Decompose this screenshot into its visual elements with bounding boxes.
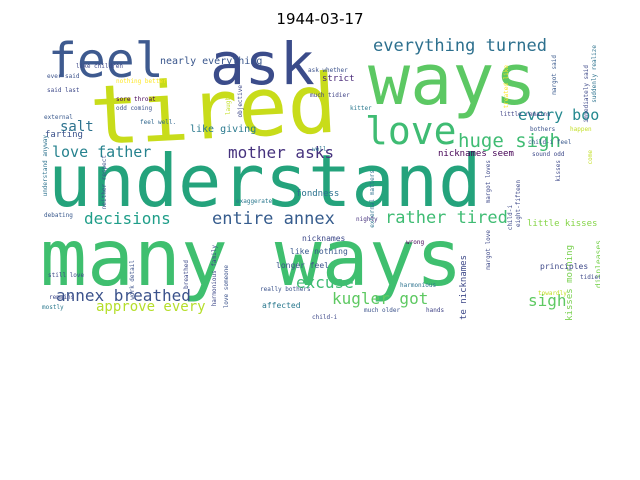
word-huge-sigh: huge sigh bbox=[458, 130, 561, 152]
word-suddenly-realize: suddenly realize bbox=[591, 45, 598, 103]
word-principles: principles bbox=[540, 262, 589, 271]
word-decisions: decisions bbox=[84, 209, 171, 228]
word-happen: happen bbox=[570, 126, 592, 133]
word-much-older: much older bbox=[364, 307, 401, 314]
word-understand: understand bbox=[48, 139, 482, 223]
word-ever-said: ever said bbox=[47, 73, 80, 80]
word-treated-like: treated like bbox=[503, 65, 510, 109]
word-love-someone: love someone bbox=[223, 265, 230, 309]
word-farting: farting bbox=[45, 130, 83, 140]
word-ask-whether: ask whether bbox=[308, 67, 348, 74]
word-like-nothing: like nothing bbox=[290, 247, 348, 256]
word-sore-throat: sore throat bbox=[116, 96, 156, 103]
word-mostly: mostly bbox=[42, 304, 64, 311]
word-debating: debating bbox=[44, 212, 73, 219]
word-ways: ways bbox=[368, 39, 537, 121]
word-little-kisses: little kisses bbox=[527, 219, 598, 229]
word-nicknames-seem: nicknames seem bbox=[438, 149, 514, 159]
word-wrong: wrong bbox=[406, 239, 425, 246]
word-entire-annex: entire annex bbox=[212, 209, 335, 229]
word-breathed: breathed bbox=[183, 260, 190, 289]
word-cloud: many ways understand tired ways ask feel… bbox=[40, 35, 600, 320]
word-like-children: like children bbox=[76, 63, 123, 70]
word-kugler-got: kugler got bbox=[332, 289, 429, 308]
word-said-last: said last bbox=[47, 87, 80, 94]
word-come: come bbox=[587, 150, 594, 165]
word-margot-loves: margot loves bbox=[485, 160, 492, 204]
word-like-giving: like giving bbox=[190, 124, 257, 135]
word-tidier: tidier bbox=[580, 274, 600, 281]
word-neither-respect: neither respect bbox=[101, 155, 108, 210]
word-towardly: towardly bbox=[538, 290, 567, 297]
word-immediately-said: immediately said bbox=[583, 65, 590, 123]
word-external-matters: external matters bbox=[369, 170, 376, 228]
word-sound-odd: sound odd bbox=[532, 151, 565, 158]
word-laugh: laugh bbox=[225, 97, 232, 116]
word-sigh: sigh bbox=[528, 291, 567, 310]
chart-title: 1944-03-17 bbox=[276, 10, 364, 28]
word-love-father: love father bbox=[52, 143, 152, 161]
word-longer-feel: longer feel bbox=[276, 261, 329, 270]
word-bothers: bothers bbox=[530, 126, 556, 133]
word-little-remains: little remains bbox=[500, 111, 551, 118]
word-eight-fifteen: eight-fifteen bbox=[515, 180, 522, 227]
word-harmonious-family: harmonious family bbox=[211, 245, 218, 307]
word-margot-said: margot said bbox=[551, 55, 558, 95]
word-affected: affected bbox=[262, 301, 301, 310]
word-annex-breathed: annex breathed bbox=[56, 286, 191, 305]
word-fondness: fondness bbox=[296, 189, 340, 199]
word-everything-turned: everything turned bbox=[373, 36, 547, 56]
word-strict: strict bbox=[322, 74, 355, 84]
word-objective: objective bbox=[237, 85, 244, 118]
word-mother-asks: mother asks bbox=[228, 143, 334, 162]
word-salt: salt bbox=[60, 119, 94, 135]
word-much-tidier: much tidier bbox=[310, 92, 350, 99]
word-approve-every: approve every bbox=[96, 299, 206, 315]
word-child-i-feel: child-i feel bbox=[528, 139, 572, 146]
word-feel-well: feel well. bbox=[140, 119, 177, 126]
word-child-i: child-i bbox=[312, 314, 338, 321]
word-remains: remains bbox=[49, 294, 75, 301]
word-work-detail: work detail bbox=[129, 260, 136, 300]
word-nearly-everything: nearly everything bbox=[160, 56, 263, 67]
word-still-love: still love bbox=[48, 272, 85, 279]
word-child-i-b: child-i bbox=[507, 205, 514, 231]
word-nothing-better: nothing better bbox=[116, 78, 167, 85]
word-rather-tired: rather tired bbox=[385, 208, 508, 228]
word-ask: ask bbox=[210, 35, 315, 98]
word-kitter: kitter bbox=[350, 105, 372, 112]
word-well: well. bbox=[312, 146, 331, 153]
word-nicknames: nicknames bbox=[302, 234, 346, 243]
word-kisses-morning: kisses morning bbox=[565, 245, 575, 320]
word-really-bothers: really bothers bbox=[260, 286, 311, 293]
word-exaggerate: exaggerate bbox=[236, 198, 273, 205]
word-every-book: every book bbox=[518, 106, 600, 124]
word-hands: hands bbox=[426, 307, 445, 314]
word-feel: feel bbox=[48, 35, 164, 89]
word-nighty: nighty bbox=[356, 216, 378, 223]
word-excuse: excuse bbox=[296, 273, 354, 292]
word-love: love bbox=[365, 109, 457, 153]
word-harmonious: harmonious bbox=[400, 282, 437, 289]
word-external: external bbox=[44, 114, 73, 121]
word-understand-anyway: understand anyway bbox=[42, 135, 49, 197]
word-margot-love: margot love bbox=[485, 230, 492, 270]
word-cute-nicknames: cute nicknames bbox=[459, 255, 469, 320]
word-odd-coming: odd coming bbox=[116, 105, 153, 112]
word-many-ways: many ways bbox=[40, 214, 463, 304]
word-kisses: kisses bbox=[555, 160, 562, 182]
